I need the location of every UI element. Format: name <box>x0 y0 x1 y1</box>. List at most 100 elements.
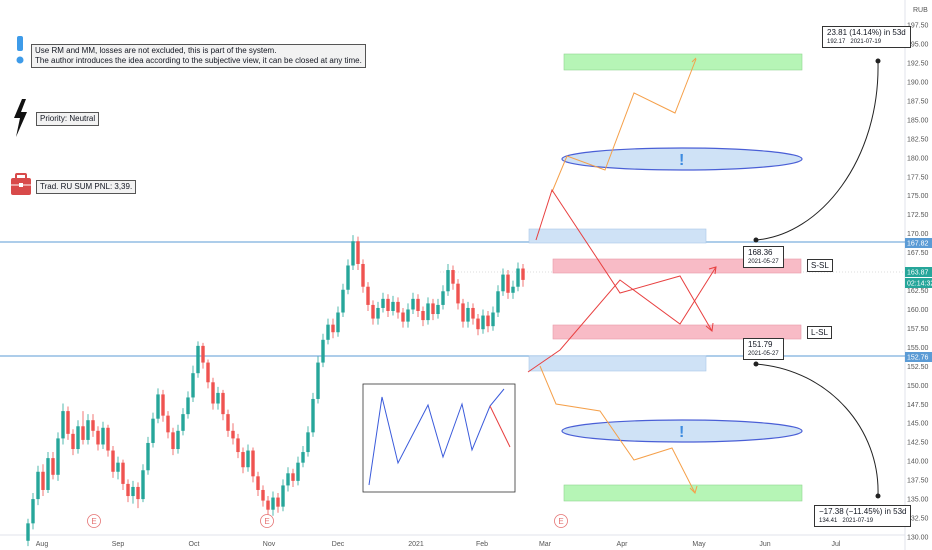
candle <box>431 298 435 321</box>
y-tick-label: 140.00 <box>907 459 929 466</box>
candle-body <box>151 418 155 443</box>
candle-body <box>41 471 45 490</box>
candle <box>321 333 325 368</box>
candle-body <box>346 265 350 290</box>
candle <box>451 265 455 290</box>
candle <box>281 479 285 512</box>
candle <box>401 307 405 328</box>
candle <box>216 386 220 410</box>
y-tick-label: 157.50 <box>907 326 929 333</box>
candle-body <box>291 473 295 481</box>
inset-box <box>362 383 516 493</box>
candle-body <box>401 312 405 322</box>
candle <box>116 456 120 480</box>
candle-body <box>111 450 115 472</box>
candle-body <box>51 458 55 475</box>
candle <box>166 411 170 439</box>
candle-body <box>391 301 395 311</box>
upper-callout-detail: 192.17 2021-07-19 <box>827 38 906 46</box>
candle <box>231 423 235 445</box>
y-tick-label: 182.50 <box>907 136 929 143</box>
candle-body <box>221 392 225 415</box>
lower-target-zone <box>563 484 803 502</box>
candle-body <box>101 427 105 445</box>
candle <box>411 292 415 315</box>
y-tick-label: 192.50 <box>907 60 929 67</box>
candle-body <box>286 473 290 486</box>
y-tick-label: 132.50 <box>907 516 929 523</box>
candle-body <box>396 301 400 313</box>
candle <box>366 282 370 311</box>
candle <box>351 235 355 271</box>
candle-body <box>521 268 525 280</box>
candle <box>506 270 510 299</box>
candle-body <box>216 392 220 404</box>
y-tick-label: 177.50 <box>907 174 929 181</box>
candle-body <box>126 483 130 497</box>
candle <box>476 314 480 336</box>
candle <box>171 427 175 456</box>
candle <box>101 421 105 450</box>
candle-body <box>186 397 190 415</box>
earnings-marker[interactable]: E <box>87 514 101 528</box>
candle <box>446 263 450 296</box>
candle-body <box>141 470 145 500</box>
candle <box>276 493 280 513</box>
price-axis: 130.00 132.50 135.00 137.50 140.00 142.50 145.… <box>907 23 929 542</box>
candle <box>426 297 430 325</box>
candle <box>261 485 265 507</box>
candle <box>191 365 195 403</box>
candle-body <box>316 362 320 399</box>
y-tick-label: 167.50 <box>907 250 929 257</box>
candle <box>341 283 345 318</box>
candle-body <box>261 489 265 501</box>
candle-body <box>421 310 425 321</box>
y-tick-label: 147.50 <box>907 402 929 409</box>
candle-body <box>446 270 450 292</box>
candle <box>81 411 85 445</box>
candle-body <box>281 485 285 507</box>
candle <box>136 482 140 509</box>
price-axis-markers: 167.82 163.87 02:14:32 152.76 <box>905 238 932 362</box>
candle <box>226 409 230 437</box>
lower-curve <box>755 363 879 496</box>
candle <box>86 414 90 445</box>
candle-body <box>96 430 100 445</box>
x-tick-label: Mar <box>539 541 552 548</box>
candle-body <box>121 462 125 484</box>
earnings-marker[interactable]: E <box>554 514 568 528</box>
candle-body <box>366 286 370 305</box>
candle-body <box>331 324 335 333</box>
system-note: Use RM and MM, losses are not excluded, … <box>31 44 366 68</box>
candle <box>511 280 515 299</box>
earnings-marker[interactable]: E <box>260 514 274 528</box>
y-tick-label: 130.00 <box>907 534 929 541</box>
upper-callout-date: 2021-07-19 <box>850 39 882 45</box>
candle <box>486 310 490 333</box>
candle <box>306 426 310 457</box>
upper-red-path <box>535 188 713 332</box>
candle-body <box>81 426 85 440</box>
candle <box>441 285 445 310</box>
candle <box>336 306 340 337</box>
candle <box>131 480 135 504</box>
candle-body <box>226 414 230 431</box>
lower-blue-zone <box>528 355 707 372</box>
upper-target-callout: 23.81 (14.14%) in 53d 192.17 2021-07-19 <box>822 26 911 48</box>
y-tick-label: 172.50 <box>907 212 929 219</box>
pnl-label: Trad. RU SUM PNL: 3,39. <box>36 180 137 194</box>
candle-body <box>116 462 120 472</box>
candle <box>516 262 520 292</box>
lower-ellipse <box>561 419 803 443</box>
y-tick-label: 187.50 <box>907 98 929 105</box>
candle-body <box>461 303 465 322</box>
note-rm-text: Use RM and MM, losses are not excluded, … <box>35 46 277 55</box>
candle-body <box>306 432 310 453</box>
y-tick-label: 195.00 <box>907 42 929 49</box>
candle <box>146 436 150 475</box>
upper-callout-main: 23.81 (14.14%) in 53d <box>827 28 906 37</box>
lower-curve-start <box>753 361 759 367</box>
candle-body <box>431 303 435 315</box>
x-tick-label: Feb <box>476 541 488 548</box>
